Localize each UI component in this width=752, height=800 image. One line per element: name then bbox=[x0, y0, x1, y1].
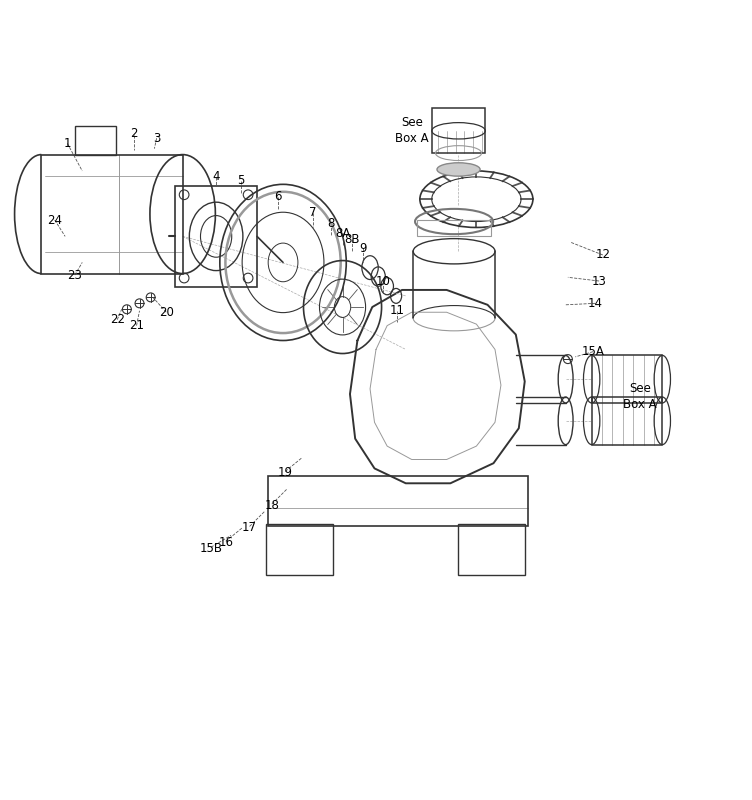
Text: 8B: 8B bbox=[344, 233, 360, 246]
Ellipse shape bbox=[437, 162, 480, 176]
Bar bbox=[458, 524, 525, 574]
Text: 24: 24 bbox=[47, 214, 62, 226]
Text: 5: 5 bbox=[237, 174, 244, 187]
Text: 17: 17 bbox=[242, 522, 257, 534]
Text: 10: 10 bbox=[376, 274, 391, 287]
Text: 18: 18 bbox=[265, 499, 279, 512]
Text: 12: 12 bbox=[596, 249, 611, 262]
Text: 14: 14 bbox=[588, 297, 603, 310]
Text: 7: 7 bbox=[309, 206, 317, 219]
Text: 15A: 15A bbox=[582, 345, 605, 358]
Bar bbox=[592, 355, 663, 403]
Text: 20: 20 bbox=[159, 306, 174, 318]
Bar bbox=[432, 109, 485, 153]
Text: 11: 11 bbox=[390, 304, 405, 318]
Text: 9: 9 bbox=[359, 242, 366, 254]
Text: 13: 13 bbox=[592, 274, 607, 287]
Text: 1: 1 bbox=[64, 137, 71, 150]
Bar bbox=[74, 126, 116, 154]
Text: 6: 6 bbox=[274, 190, 281, 203]
Bar bbox=[41, 154, 183, 274]
Text: 3: 3 bbox=[153, 132, 160, 145]
Text: 23: 23 bbox=[68, 269, 82, 282]
Bar bbox=[592, 397, 663, 445]
Bar bbox=[175, 186, 257, 287]
Bar bbox=[266, 524, 333, 574]
Bar bbox=[417, 220, 491, 236]
Text: 8: 8 bbox=[328, 217, 335, 230]
Text: 2: 2 bbox=[131, 127, 138, 140]
Text: 15B: 15B bbox=[199, 542, 223, 555]
Text: 8A: 8A bbox=[335, 227, 350, 240]
Text: 19: 19 bbox=[277, 466, 293, 479]
Text: 21: 21 bbox=[129, 319, 144, 332]
Text: 22: 22 bbox=[110, 313, 125, 326]
Text: 16: 16 bbox=[218, 536, 233, 550]
Text: 4: 4 bbox=[212, 170, 220, 183]
Text: See
Box A: See Box A bbox=[395, 116, 429, 146]
Text: See
Box A: See Box A bbox=[623, 382, 656, 410]
Bar bbox=[268, 476, 529, 526]
